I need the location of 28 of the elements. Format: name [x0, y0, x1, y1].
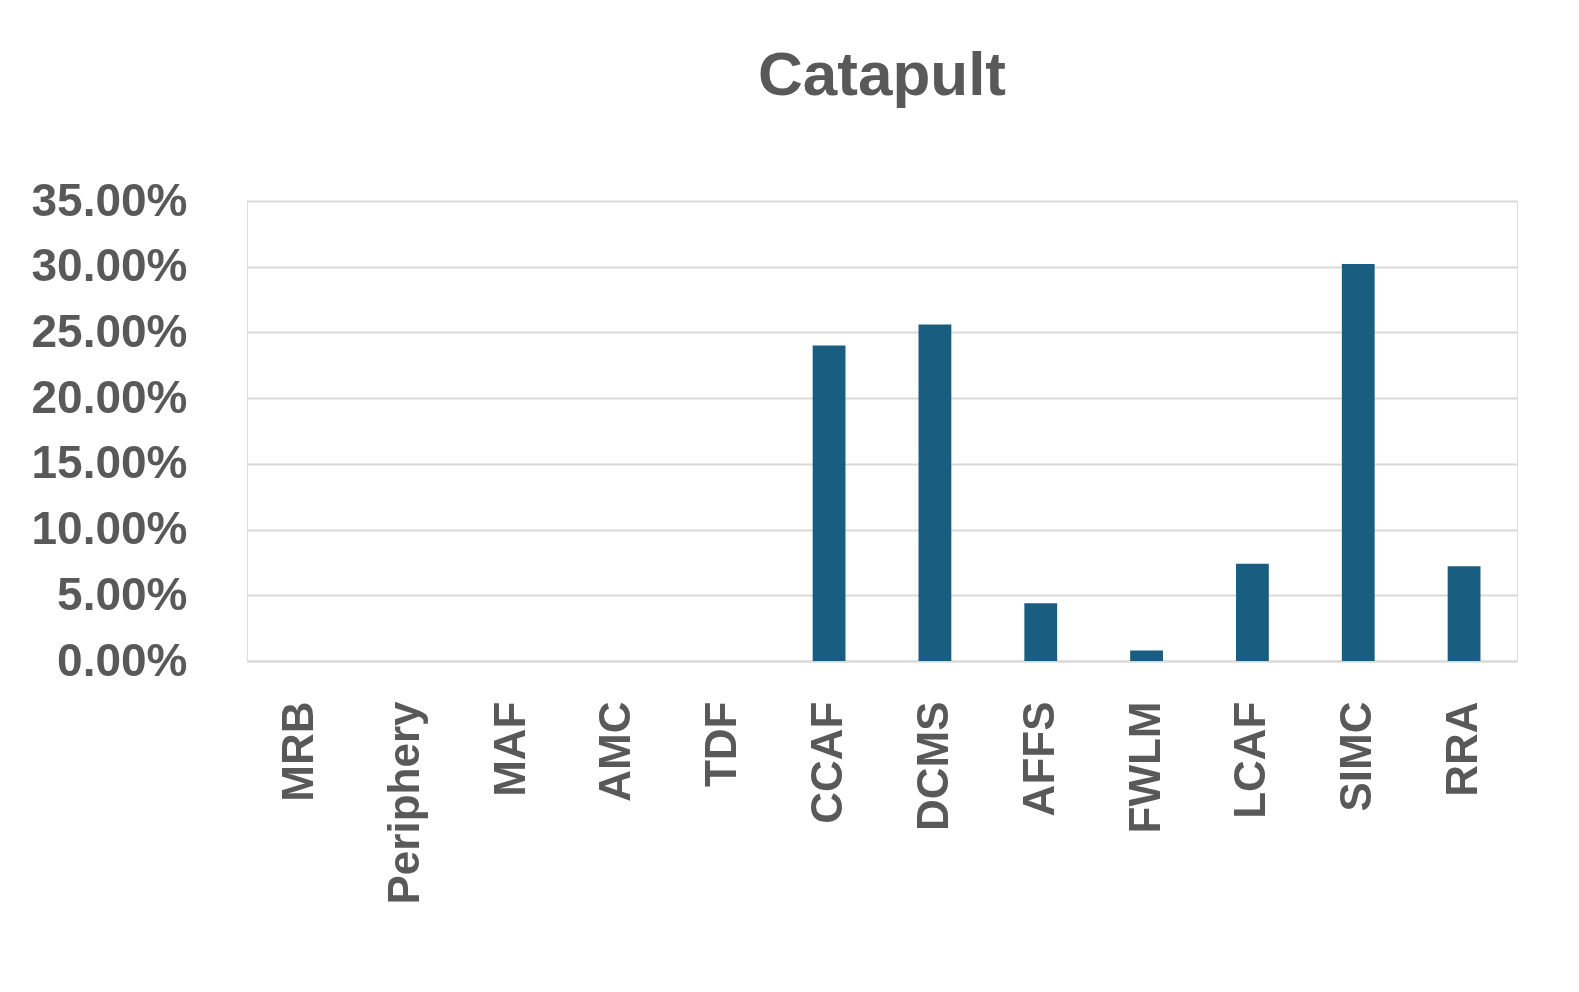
x-tick-label: SIMC [1331, 701, 1381, 812]
bar [918, 324, 952, 661]
y-tick-label: 0.00% [57, 633, 188, 686]
y-tick-label: 25.00% [31, 304, 188, 357]
x-tick-label: RRA [1437, 701, 1487, 797]
bar [1024, 603, 1058, 661]
bar [1130, 650, 1163, 661]
y-tick-label: 5.00% [57, 567, 188, 620]
bar [1447, 566, 1481, 661]
x-tick-label: MAF [484, 701, 534, 797]
x-tick-label: Periphery [378, 700, 428, 905]
x-tick-label: TDF [696, 701, 746, 788]
y-tick-label: 35.00% [31, 173, 188, 226]
chart-title: Catapult [758, 39, 1006, 108]
bar [1236, 563, 1269, 661]
x-tick-label: DCMS [907, 701, 957, 832]
x-tick-label: CCAF [802, 701, 852, 824]
y-tick-label: 20.00% [31, 370, 188, 423]
y-tick-label: 15.00% [31, 436, 188, 489]
x-tick-label: MRB [272, 701, 322, 802]
x-tick-label: LCAF [1225, 701, 1275, 819]
y-tick-label: 10.00% [31, 502, 188, 555]
bar [1341, 264, 1375, 661]
x-tick-label: FWLM [1119, 701, 1169, 834]
x-tick-label: AMC [590, 701, 640, 802]
bar [812, 345, 846, 661]
x-tick-label: AFFS [1013, 701, 1063, 817]
y-tick-label: 30.00% [31, 239, 188, 292]
